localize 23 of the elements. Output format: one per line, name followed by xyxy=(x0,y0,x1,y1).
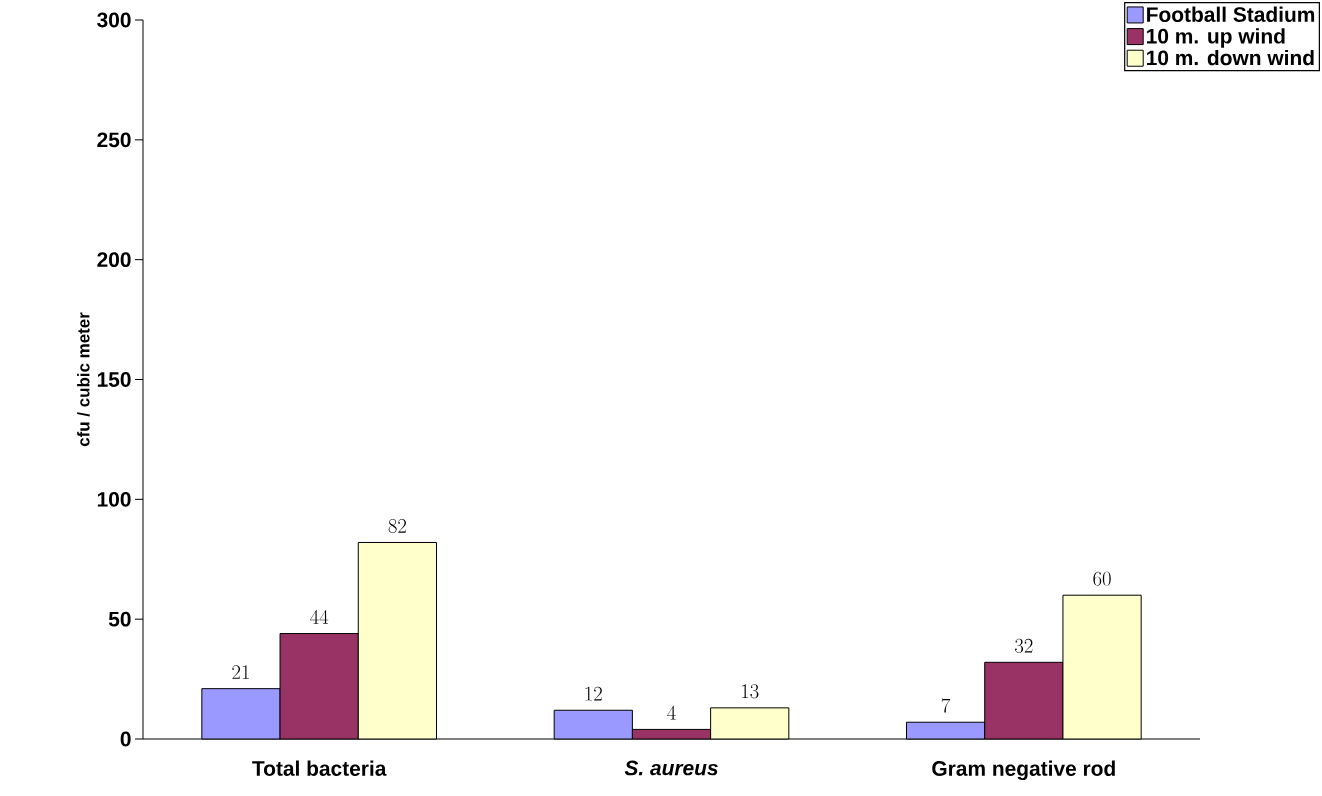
data-label: 12 xyxy=(585,686,602,701)
y-tick-label: 300 xyxy=(97,12,131,28)
data-label: 4 xyxy=(667,705,676,720)
data-label: 32 xyxy=(1015,638,1033,653)
y-tick-label: 200 xyxy=(97,252,131,268)
y-tick-label: 0 xyxy=(120,731,131,747)
legend-label: 10 m. up wind xyxy=(1147,28,1285,48)
legend-label: 10 m. down wind xyxy=(1147,49,1314,66)
data-label: 60 xyxy=(1093,571,1111,586)
data-label: 21 xyxy=(232,665,249,679)
data-label: 7 xyxy=(941,698,951,713)
data-label: 82 xyxy=(388,518,406,533)
data-label: 44 xyxy=(310,609,329,624)
data-label: 13 xyxy=(742,684,759,699)
legend-label: Football Stadium xyxy=(1147,6,1315,22)
y-tick-label: 50 xyxy=(108,611,131,627)
y-tick-label: 100 xyxy=(97,491,131,507)
x-tick-label: S. aureus xyxy=(624,760,718,776)
y-tick-label: 150 xyxy=(97,372,131,387)
x-tick-label: Gram negative rod xyxy=(932,760,1115,781)
y-axis-title: cfu / cubic meter xyxy=(77,312,90,447)
y-tick-label: 250 xyxy=(97,132,131,148)
x-tick-label: Total bacteria xyxy=(252,760,387,776)
